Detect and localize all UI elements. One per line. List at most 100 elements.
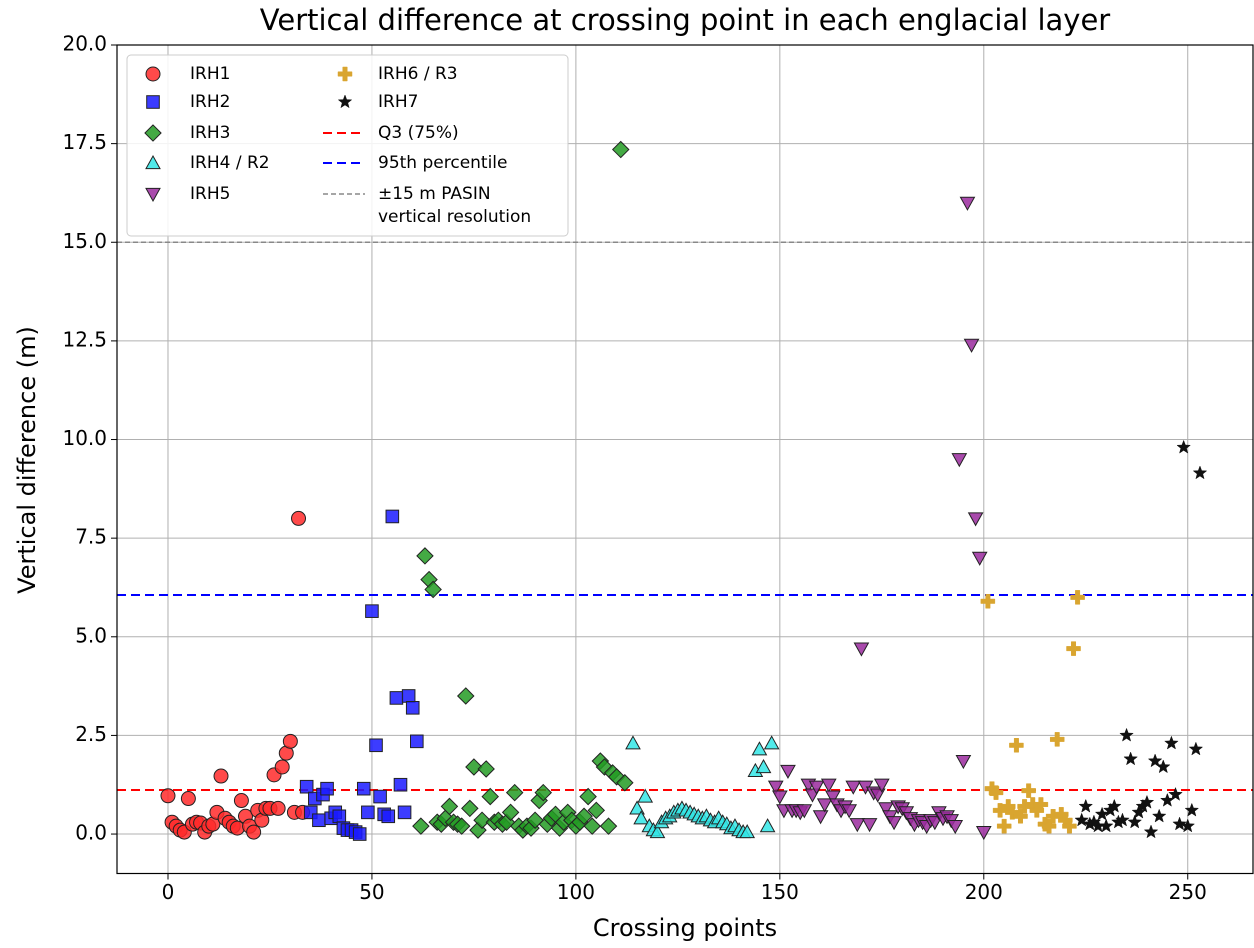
point <box>1013 809 1028 824</box>
point <box>291 510 307 526</box>
point <box>356 781 371 796</box>
point <box>1164 735 1179 750</box>
point <box>1184 802 1200 817</box>
x-tick-label: 150 <box>761 880 799 904</box>
point <box>1172 816 1187 831</box>
point <box>180 791 196 807</box>
point <box>1147 753 1163 768</box>
point <box>1049 732 1065 747</box>
point <box>320 781 334 796</box>
point <box>1119 727 1134 742</box>
point <box>951 453 968 468</box>
point <box>385 509 400 524</box>
point <box>1078 798 1094 813</box>
point <box>213 768 229 784</box>
point <box>841 804 858 819</box>
point <box>1021 783 1036 798</box>
point <box>229 820 245 836</box>
point <box>1123 751 1138 766</box>
point <box>849 818 866 833</box>
point <box>373 789 387 804</box>
point <box>381 809 396 824</box>
point <box>1074 812 1090 827</box>
point <box>751 741 768 756</box>
point <box>337 66 353 82</box>
point <box>1143 824 1159 839</box>
point <box>282 733 298 749</box>
point <box>763 735 780 750</box>
point <box>1127 814 1143 829</box>
point <box>816 798 833 813</box>
point <box>332 809 347 824</box>
y-tick-label: 2.5 <box>75 722 107 746</box>
point <box>812 810 829 825</box>
point <box>145 66 161 82</box>
point <box>233 793 249 809</box>
y-tick-label: 15.0 <box>62 229 107 253</box>
point <box>767 780 784 795</box>
point <box>1041 818 1057 834</box>
point <box>1066 641 1081 656</box>
point <box>780 764 796 779</box>
point <box>465 758 483 776</box>
legend-label: IRH2 <box>190 92 230 112</box>
point <box>461 799 479 818</box>
point <box>616 774 634 792</box>
point <box>853 642 870 657</box>
point <box>456 687 475 705</box>
point <box>583 817 601 835</box>
legend-label: IRH1 <box>190 64 230 84</box>
point <box>955 754 972 770</box>
x-tick-label: 100 <box>557 880 595 904</box>
point <box>947 820 964 835</box>
point <box>146 95 160 109</box>
point <box>975 825 992 841</box>
point <box>145 187 161 203</box>
point <box>587 801 606 820</box>
y-tick-label: 17.5 <box>62 130 107 154</box>
point <box>1009 738 1024 753</box>
plot <box>117 140 1253 841</box>
point <box>869 788 886 803</box>
point <box>739 824 756 839</box>
x-tick-label: 0 <box>162 880 175 904</box>
point <box>607 768 626 786</box>
point <box>352 827 367 841</box>
point <box>1098 818 1114 833</box>
point <box>481 787 499 806</box>
point <box>1115 812 1130 827</box>
point <box>967 512 984 527</box>
point <box>365 604 379 618</box>
point <box>625 735 641 750</box>
y-tick-label: 7.5 <box>75 525 107 549</box>
x-tick-label: 250 <box>1169 880 1207 904</box>
point <box>886 816 902 831</box>
point <box>599 817 618 835</box>
point <box>405 701 420 715</box>
legend-label: ±15 m PASIN <box>378 184 491 204</box>
point <box>299 779 314 794</box>
point <box>926 816 943 831</box>
point <box>361 805 375 820</box>
point <box>825 790 841 805</box>
legend-label: vertical resolution <box>378 207 531 227</box>
chart-title: Vertical difference at crossing point in… <box>260 3 1111 37</box>
point <box>963 338 980 353</box>
point <box>988 785 1004 800</box>
point <box>629 800 645 815</box>
point <box>1033 797 1049 812</box>
point <box>1180 818 1196 833</box>
point <box>611 140 630 159</box>
point <box>1070 590 1085 605</box>
legend-box <box>126 54 569 237</box>
point <box>861 818 878 833</box>
y-tick-label: 5.0 <box>75 623 107 647</box>
legend-label: IRH3 <box>190 123 230 143</box>
point <box>959 196 976 211</box>
point <box>337 94 353 109</box>
point <box>971 551 988 566</box>
point <box>145 154 161 170</box>
y-axis-label: Vertical difference (m) <box>13 326 41 594</box>
point <box>1151 808 1167 823</box>
